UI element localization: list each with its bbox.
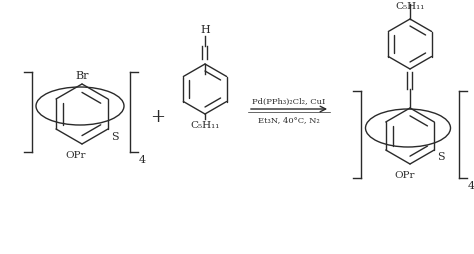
Text: S: S bbox=[437, 151, 445, 161]
Text: +: + bbox=[151, 108, 165, 125]
Text: OPr: OPr bbox=[66, 150, 86, 159]
Text: Et₃N, 40°C, N₂: Et₃N, 40°C, N₂ bbox=[258, 116, 320, 123]
Text: S: S bbox=[111, 132, 118, 141]
Text: 4: 4 bbox=[468, 180, 474, 190]
Text: 4: 4 bbox=[139, 154, 146, 164]
Text: Br: Br bbox=[75, 71, 89, 81]
Text: Pd(PPh₃)₂Cl₂, CuI: Pd(PPh₃)₂Cl₂, CuI bbox=[252, 98, 326, 106]
Text: C₅H₁₁: C₅H₁₁ bbox=[395, 2, 425, 11]
Text: C₅H₁₁: C₅H₁₁ bbox=[191, 121, 219, 130]
Text: OPr: OPr bbox=[395, 170, 415, 179]
Text: H: H bbox=[200, 25, 210, 35]
